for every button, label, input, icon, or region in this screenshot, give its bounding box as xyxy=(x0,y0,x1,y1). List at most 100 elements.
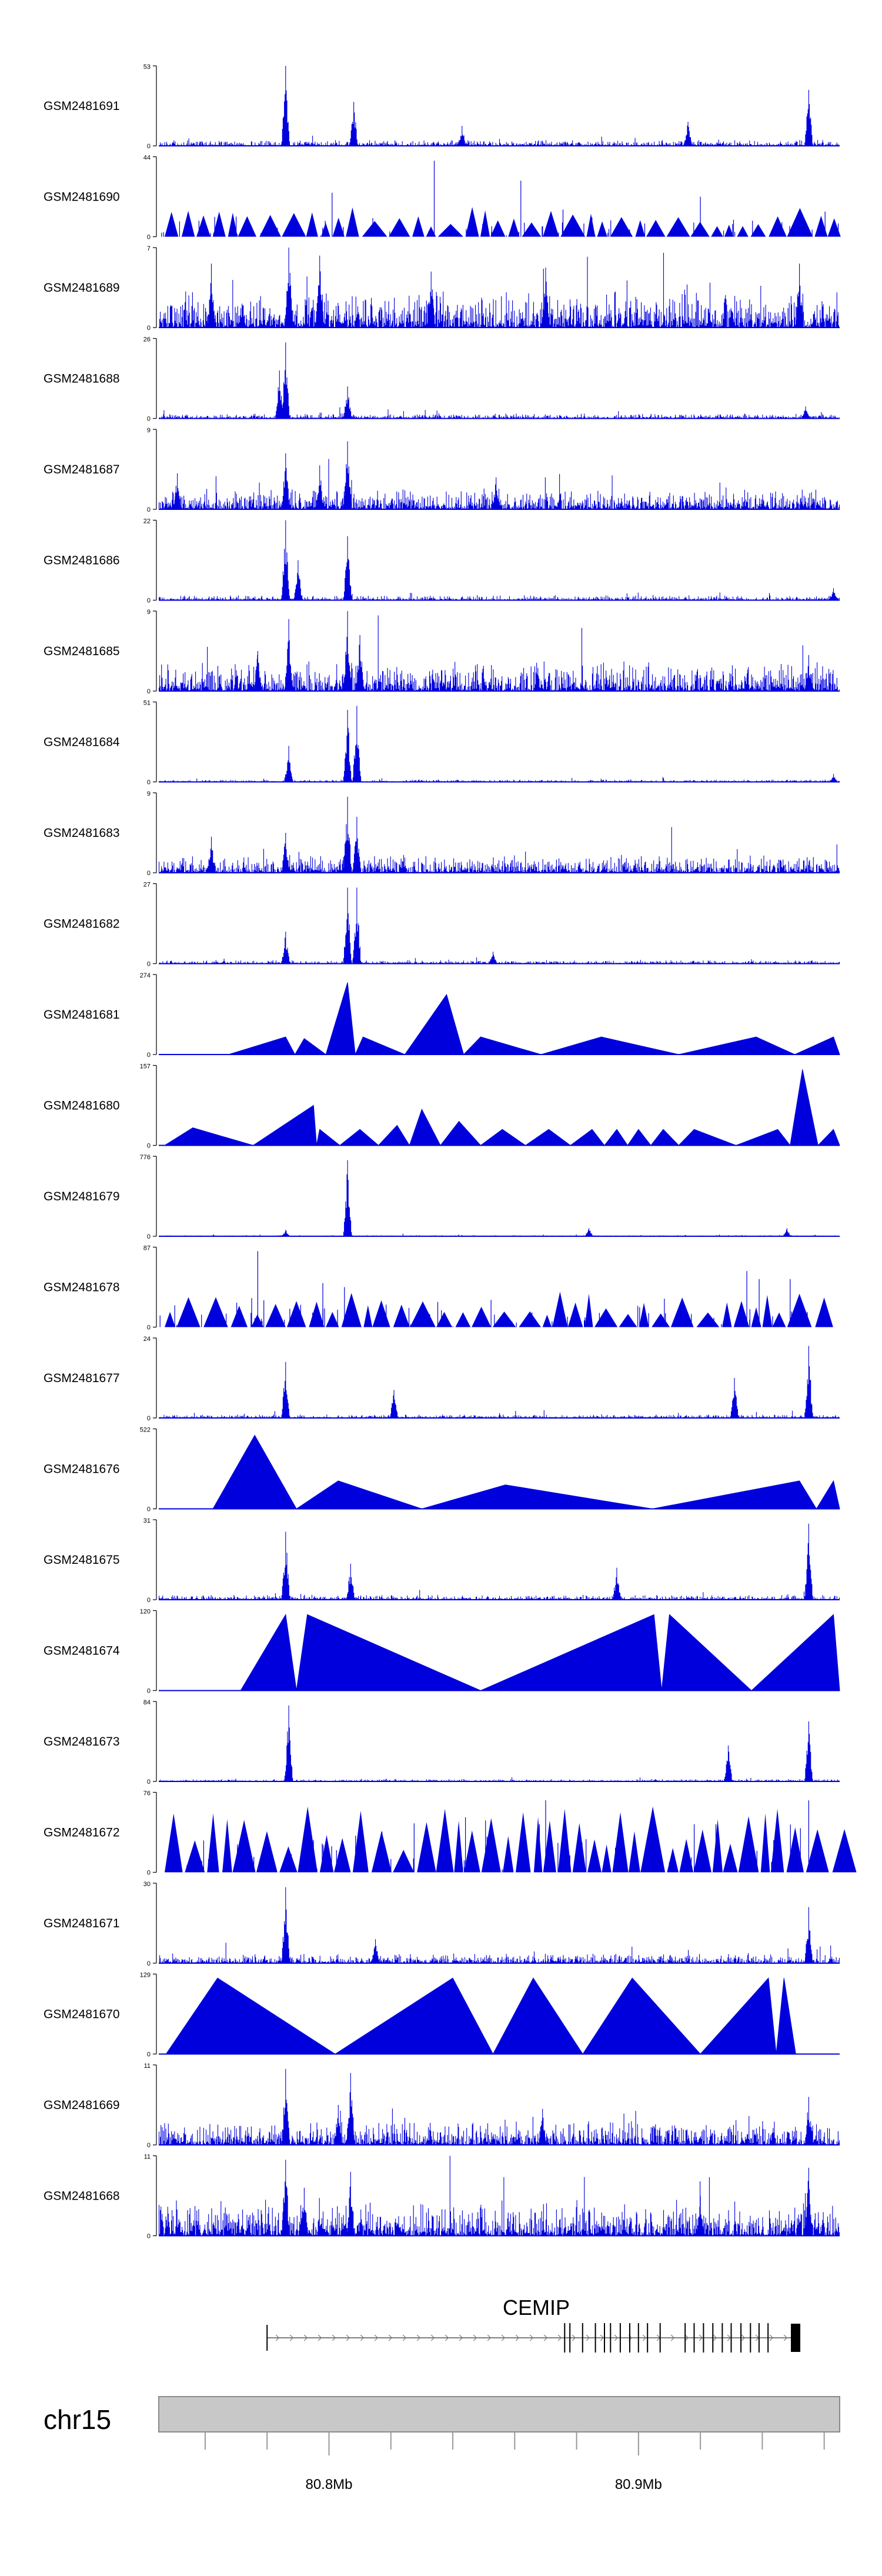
y-axis-zero-label: 0 xyxy=(147,143,151,150)
y-axis-max-label: 53 xyxy=(143,64,151,71)
signal-GSM2481677 xyxy=(158,1346,840,1419)
y-axis-max-label: 274 xyxy=(140,972,151,979)
signal-bars xyxy=(158,520,840,600)
signal-GSM2481680 xyxy=(159,1069,840,1146)
signal-GSM2481673 xyxy=(158,1705,840,1782)
track-label: GSM2481684 xyxy=(44,736,120,749)
signal-bars xyxy=(158,611,840,691)
signal-GSM2481687 xyxy=(158,441,840,510)
track-label: GSM2481688 xyxy=(44,372,120,386)
signal-GSM2481685 xyxy=(158,611,840,692)
track-label: GSM2481683 xyxy=(44,826,120,840)
signal-GSM2481691 xyxy=(158,66,840,146)
track-label: GSM2481685 xyxy=(44,645,120,658)
signal-bars xyxy=(158,706,840,782)
track-label: GSM2481672 xyxy=(44,1826,120,1840)
signal-area xyxy=(165,1292,833,1327)
track-GSM2481675: GSM2481675 31 0 xyxy=(44,1517,840,1604)
y-axis-zero-label: 0 xyxy=(147,961,151,968)
signal-bars xyxy=(158,1887,840,1963)
track-GSM2481683: GSM2481683 9 0 xyxy=(44,790,840,877)
track-label: GSM2481670 xyxy=(44,2008,120,2021)
track-GSM2481670: GSM2481670 129 0 xyxy=(44,1972,840,2058)
track-GSM2481672: GSM2481672 76 0 xyxy=(44,1790,857,1877)
signal-area xyxy=(212,1434,840,1510)
signal-GSM2481682 xyxy=(159,887,840,965)
y-axis-max-label: 7 xyxy=(147,245,151,252)
track-label: GSM2481673 xyxy=(44,1735,120,1749)
track-GSM2481680: GSM2481680 157 0 xyxy=(44,1063,840,1150)
signal-GSM2481683 xyxy=(158,796,840,873)
y-axis-max-label: 26 xyxy=(143,336,151,343)
signal-GSM2481668 xyxy=(158,2155,840,2237)
y-axis-max-label: 22 xyxy=(143,518,151,525)
y-axis-zero-label: 0 xyxy=(147,598,151,605)
gene-name-label: CEMIP xyxy=(503,2295,570,2320)
y-axis-zero-label: 0 xyxy=(147,1233,151,1240)
signal-bars xyxy=(158,2155,840,2236)
y-axis-zero-label: 0 xyxy=(147,1960,151,1967)
track-GSM2481688: GSM2481688 26 0 xyxy=(44,336,840,423)
signal-GSM2481675 xyxy=(158,1523,840,1600)
y-axis-zero-label: 0 xyxy=(147,1688,151,1695)
gene-exons xyxy=(564,2323,769,2353)
track-label: GSM2481679 xyxy=(44,1190,120,1203)
signal-bars xyxy=(158,66,840,146)
track-label: GSM2481669 xyxy=(44,2098,120,2112)
signal-GSM2481674 xyxy=(159,1613,840,1691)
y-axis-max-label: 776 xyxy=(140,1154,151,1161)
y-axis-zero-label: 0 xyxy=(147,779,151,786)
signal-area xyxy=(228,982,840,1056)
chromosome-axis: chr15 80.8Mb 80.9Mb xyxy=(44,2396,840,2492)
track-GSM2481684: GSM2481684 51 0 xyxy=(44,700,840,786)
y-axis-max-label: 9 xyxy=(147,427,151,434)
track-label: GSM2481676 xyxy=(44,1463,120,1476)
y-axis-max-label: 76 xyxy=(143,1790,151,1797)
track-GSM2481689: GSM2481689 7 0 xyxy=(44,245,840,332)
y-axis-zero-label: 0 xyxy=(147,506,151,513)
signal-GSM2481684 xyxy=(158,706,840,783)
track-GSM2481678: GSM2481678 87 0 xyxy=(44,1245,833,1332)
gene-track: CEMIP xyxy=(266,2295,801,2353)
track-label: GSM2481691 xyxy=(44,99,120,113)
y-axis-max-label: 129 xyxy=(140,1972,151,1979)
track-GSM2481679: GSM2481679 776 0 xyxy=(44,1154,840,1240)
y-axis-zero-label: 0 xyxy=(147,325,151,332)
track-GSM2481671: GSM2481671 30 0 xyxy=(44,1881,840,1967)
signal-area xyxy=(165,1806,857,1873)
y-axis-max-label: 30 xyxy=(143,1881,151,1888)
chromosome-label: chr15 xyxy=(44,2404,111,2435)
signal-area xyxy=(240,1613,840,1691)
y-axis-zero-label: 0 xyxy=(147,1506,151,1513)
track-GSM2481677: GSM2481677 24 0 xyxy=(44,1336,840,1422)
signal-GSM2481686 xyxy=(158,520,840,601)
signal-GSM2481670 xyxy=(159,1977,840,2055)
signal-spikes xyxy=(161,161,839,237)
signal-bars xyxy=(159,887,840,964)
y-axis-max-label: 24 xyxy=(143,1336,151,1343)
signal-GSM2481678 xyxy=(159,1251,833,1327)
y-axis-zero-label: 0 xyxy=(147,1143,151,1150)
y-axis-zero-label: 0 xyxy=(147,1597,151,1604)
signal-GSM2481688 xyxy=(158,342,840,419)
signal-area xyxy=(163,1069,840,1146)
y-axis-max-label: 11 xyxy=(144,2154,151,2161)
signal-GSM2481689 xyxy=(158,248,840,328)
track-label: GSM2481674 xyxy=(44,1644,120,1658)
track-label: GSM2481677 xyxy=(44,1372,120,1385)
signal-bars xyxy=(158,342,840,419)
track-GSM2481681: GSM2481681 274 0 xyxy=(44,972,840,1059)
signal-GSM2481681 xyxy=(159,982,840,1056)
y-axis-zero-label: 0 xyxy=(147,688,151,695)
track-GSM2481669: GSM2481669 11 0 xyxy=(44,2063,840,2149)
track-label: GSM2481690 xyxy=(44,191,120,204)
y-axis-zero-label: 0 xyxy=(147,1324,151,1332)
signal-bars xyxy=(158,1160,840,1236)
axis-tick-label-80-8: 80.8Mb xyxy=(305,2477,352,2492)
track-label: GSM2481681 xyxy=(44,1008,120,1022)
y-axis-zero-label: 0 xyxy=(147,2233,151,2240)
track-GSM2481687: GSM2481687 9 0 xyxy=(44,427,840,513)
track-label: GSM2481687 xyxy=(44,463,120,476)
track-label: GSM2481689 xyxy=(44,281,120,295)
